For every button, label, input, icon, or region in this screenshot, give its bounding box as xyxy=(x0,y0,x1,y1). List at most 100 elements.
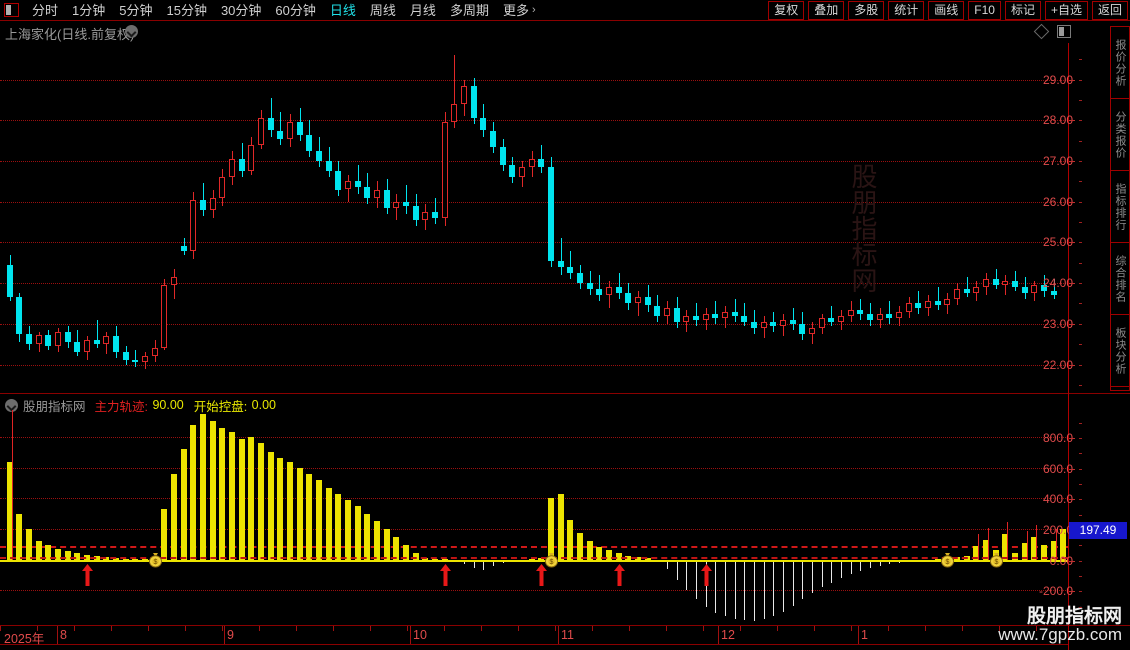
axis-minor-tick xyxy=(1079,141,1082,142)
period-daily[interactable]: 日线 xyxy=(323,0,363,21)
indicator-bar-positive xyxy=(364,514,370,560)
layout-panel-icon[interactable] xyxy=(1057,25,1071,38)
button-add-watchlist[interactable]: +自选 xyxy=(1045,1,1088,20)
period-5min[interactable]: 5分钟 xyxy=(112,0,159,21)
candle-body xyxy=(683,316,689,322)
indicator-bar-negative xyxy=(812,560,813,594)
axis-minor-tick xyxy=(1079,576,1082,577)
candlestick-chart[interactable]: 股朋指标网 xyxy=(0,43,1068,393)
svg-text:$: $ xyxy=(995,559,999,566)
indicator-bar-positive xyxy=(326,488,332,560)
button-duogu[interactable]: 多股 xyxy=(848,1,884,20)
volume-indicator-chart[interactable]: $$$$ xyxy=(0,414,1068,625)
date-axis-tick xyxy=(666,626,667,631)
period-30min[interactable]: 30分钟 xyxy=(214,0,268,21)
candle-body xyxy=(654,306,660,316)
candle-wick xyxy=(715,301,716,323)
candle-body xyxy=(529,159,535,167)
indicator-bar-positive xyxy=(190,425,196,560)
button-huaxian[interactable]: 画线 xyxy=(928,1,964,20)
side-strip-item[interactable]: 综合排名 xyxy=(1111,243,1129,315)
candle-body xyxy=(983,279,989,287)
svg-text:$: $ xyxy=(946,559,950,566)
axis-tick xyxy=(1069,242,1075,243)
period-more[interactable]: 更多 xyxy=(496,0,532,21)
axis-tick xyxy=(1069,161,1075,162)
axis-minor-tick xyxy=(1079,499,1082,500)
axis-minor-tick xyxy=(1079,438,1082,439)
button-diejia[interactable]: 叠加 xyxy=(808,1,844,20)
date-axis-tick xyxy=(518,626,519,631)
date-axis-tick xyxy=(962,626,963,631)
price-gridline xyxy=(0,202,1068,203)
indicator-bar-positive xyxy=(229,432,235,559)
candle-body xyxy=(84,340,90,352)
candle-wick xyxy=(967,277,968,297)
chevron-right-icon[interactable]: › xyxy=(532,4,542,16)
split-panel-icon[interactable] xyxy=(4,3,19,17)
period-1min[interactable]: 1分钟 xyxy=(65,0,112,21)
price-gridline xyxy=(0,120,1068,121)
button-biaoji[interactable]: 标记 xyxy=(1005,1,1041,20)
button-return[interactable]: 返回 xyxy=(1092,1,1128,20)
candle-body xyxy=(886,314,892,318)
button-tongji[interactable]: 统计 xyxy=(888,1,924,20)
indicator-bar-positive xyxy=(577,533,583,560)
side-strip-item[interactable]: 指标排行 xyxy=(1111,171,1129,243)
candle-body xyxy=(374,190,380,198)
indicator-bar-positive xyxy=(258,443,264,559)
candle-body xyxy=(877,314,883,320)
button-fuquan[interactable]: 复权 xyxy=(768,1,804,20)
pane-divider xyxy=(0,393,1130,394)
candle-wick xyxy=(638,291,639,315)
period-60min[interactable]: 60分钟 xyxy=(268,0,322,21)
period-weekly[interactable]: 周线 xyxy=(363,0,403,21)
candle-wick xyxy=(889,301,890,323)
indicator-label-kaishi: 开始控盘: xyxy=(194,396,247,415)
period-15min[interactable]: 15分钟 xyxy=(159,0,213,21)
candle-body xyxy=(306,135,312,151)
candle-body xyxy=(94,340,100,344)
candle-wick xyxy=(406,185,407,213)
date-axis-line xyxy=(0,644,1068,645)
period-monthly[interactable]: 月线 xyxy=(403,0,443,21)
moneybag-marker-icon: $ xyxy=(939,551,956,568)
axis-minor-tick xyxy=(1079,365,1082,366)
candle-body xyxy=(770,322,776,326)
side-strip-item[interactable]: 报价分析 xyxy=(1111,27,1129,99)
indicator-gridline xyxy=(0,468,1068,469)
svg-text:$: $ xyxy=(550,559,554,566)
chevron-down-icon[interactable] xyxy=(125,25,138,38)
axis-tick xyxy=(1069,591,1075,592)
period-fenshi[interactable]: 分时 xyxy=(25,0,65,21)
candle-wick xyxy=(271,98,272,137)
axis-minor-tick xyxy=(1079,161,1082,162)
candle-body xyxy=(152,348,158,356)
candle-body xyxy=(384,190,390,208)
side-strip-item[interactable]: 分类报价 xyxy=(1111,99,1129,171)
indicator-bar-positive xyxy=(239,439,245,560)
period-multi[interactable]: 多周期 xyxy=(443,0,496,21)
button-f10[interactable]: F10 xyxy=(968,1,1001,20)
indicator-bar-negative xyxy=(696,560,697,600)
date-axis-tick xyxy=(481,626,482,631)
candle-wick xyxy=(735,299,736,321)
candle-body xyxy=(741,316,747,322)
side-strip-item[interactable]: 板块分析 xyxy=(1111,315,1129,387)
candle-body xyxy=(16,297,22,334)
date-axis-tick xyxy=(740,626,741,631)
right-side-strip[interactable]: 报价分析分类报价指标排行综合排名板块分析 xyxy=(1110,26,1130,391)
indicator-bar-negative xyxy=(725,560,726,617)
date-axis-tick xyxy=(0,626,1,631)
indicator-bar-positive xyxy=(200,414,206,560)
indicator-bar-negative xyxy=(744,560,745,621)
date-axis-separator xyxy=(558,626,559,644)
date-axis-tick xyxy=(629,626,630,631)
indicator-bar-positive xyxy=(277,458,283,559)
candle-body xyxy=(297,122,303,134)
candle-body xyxy=(461,86,467,104)
buy-signal-arrow-icon xyxy=(701,564,712,591)
candle-body xyxy=(480,118,486,130)
indicator-bar-positive xyxy=(171,474,177,560)
candle-body xyxy=(674,308,680,322)
